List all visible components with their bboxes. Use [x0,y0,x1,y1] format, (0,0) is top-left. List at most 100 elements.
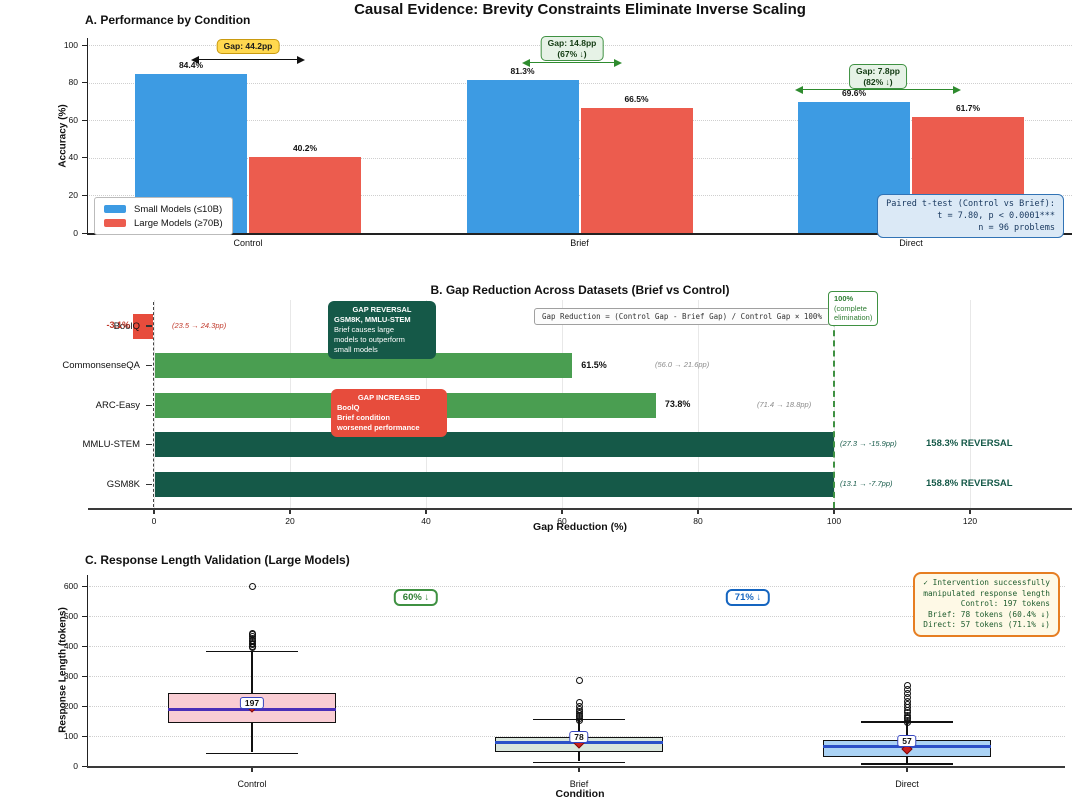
gap-arrow-2-head-left-icon [795,86,803,94]
y-tick-mark [81,585,87,587]
reversal-label: 158.3% REVERSAL [926,438,1013,450]
reduction-badge-0: 60% ↓ [393,589,439,606]
bar-annotation: (23.5 → 24.3pp) [172,320,227,330]
y-tick-label: 200 [63,700,78,711]
legend-swatch-icon [104,205,126,213]
callout-line: worsened performance [337,423,420,432]
x-tick-label: 100 [826,515,842,526]
y-tick-mark [81,44,87,46]
info-box-line: Control: 197 tokens [960,599,1050,608]
x-tick-label: 20 [285,515,295,526]
whisker-upper [906,721,908,740]
bar-control-large [249,157,361,233]
mean-label: 57 [897,734,917,747]
callout-line: Brief causes large [334,325,395,334]
stats-box-line: Paired t-test (Control vs Brief): [886,199,1055,209]
x-tick-label: Direct [899,238,923,248]
bar-mmlu-stem [154,432,834,458]
y-tick-mark [81,645,87,647]
callout-line: GAP INCREASED [357,393,421,402]
panel-b-xlabel: Gap Reduction (%) [533,521,627,533]
bar-annotation: (13.1 → -7.7pp) [840,478,893,488]
whisker-cap-upper [206,650,298,652]
legend-swatch-icon [104,219,126,227]
gap-annotation-0: Gap: 44.2pp [216,39,280,54]
stats-box-line: t = 7.80, p < 0.0001*** [937,211,1055,221]
whisker-lower [578,751,580,762]
y-tick-mark [81,735,87,737]
reference-label-line: elimination) [834,313,873,322]
y-tick-label: 500 [63,610,78,621]
x-tick-mark [289,509,291,514]
legend-label: Small Models (≤10B) [134,203,223,215]
row-tick-mark [146,365,152,367]
gap-annotation-line: (67% ↓) [557,48,587,59]
x-tick-mark [251,768,253,772]
gap-arrow-1-head-right-icon [614,59,622,67]
gridline [698,300,699,508]
y-tick-mark [81,765,87,767]
x-tick-label: Direct [895,779,919,789]
y-tick-mark [81,119,87,121]
info-box-line: ✓ Intervention successfully [923,578,1050,587]
y-tick-label: 0 [73,760,78,771]
x-tick-label: 120 [962,515,978,526]
gridline [89,676,1065,677]
panel-c-title: C. Response Length Validation (Large Mod… [85,553,350,567]
bar-value-label: 61.5% [581,359,607,370]
mean-label: 78 [569,730,589,743]
bar-value-label: -3.1% [106,320,130,330]
row-label: CommonsenseQA [62,360,140,372]
bar-annotation: (27.3 → -15.9pp) [840,439,897,449]
x-tick-label: 40 [421,515,431,526]
y-tick-label: 100 [63,39,78,50]
outlier-icon [575,677,583,684]
x-tick-label: Brief [569,779,589,789]
x-tick-mark [906,768,908,772]
bar-boolq [132,313,154,339]
whisker-cap-lower [861,763,953,765]
y-tick-label: 100 [63,730,78,741]
gap-annotation-line: Gap: 7.8pp [856,66,900,76]
x-tick-mark [578,768,580,772]
outlier-icon [903,682,911,690]
callout-line: BoolQ [337,403,360,412]
gridline [89,82,1072,84]
reference-label-line: 100% [834,294,854,303]
callout-line: models to outperform [334,335,405,344]
whisker-cap-lower [533,761,625,763]
bar-value-label: 40.2% [292,143,318,154]
row-label: GSM8K [106,478,140,490]
legend: Small Models (≤10B) Large Models (≥70B) [94,197,233,235]
callout-line: GSM8K, MMLU-STEM [334,315,411,324]
gridline [89,586,1065,587]
x-tick-label: Control [237,779,267,789]
intervention-info-box: ✓ Intervention successfully manipulated r… [913,572,1060,637]
row-label: MMLU-STEM [82,439,140,451]
x-tick-mark [425,509,427,514]
row-tick-mark [146,325,152,327]
panel-b-title: B. Gap Reduction Across Datasets (Brief … [430,283,730,297]
bar-value-label: 84.4% [178,60,204,71]
y-tick-mark [81,82,87,84]
row-tick-mark [146,404,152,406]
x-tick-label: Control [233,238,263,248]
y-tick-label: 400 [63,640,78,651]
reduction-badge-1: 71% ↓ [725,589,771,606]
gap-annotation-2: Gap: 7.8pp (82% ↓) [849,64,907,89]
y-axis-spine [86,575,88,766]
bar-brief-small [466,80,579,233]
gap-arrow-1-head-left-icon [522,59,530,67]
whisker-lower [906,757,908,763]
y-tick-mark [81,675,87,677]
x-tick-label: 80 [693,515,703,526]
bar-value-label: 69.6% [841,88,867,99]
x-tick-label: Brief [570,238,589,248]
gridline [89,616,1065,617]
y-tick-mark [81,232,87,234]
whisker-upper [578,718,580,737]
y-tick-mark [81,615,87,617]
